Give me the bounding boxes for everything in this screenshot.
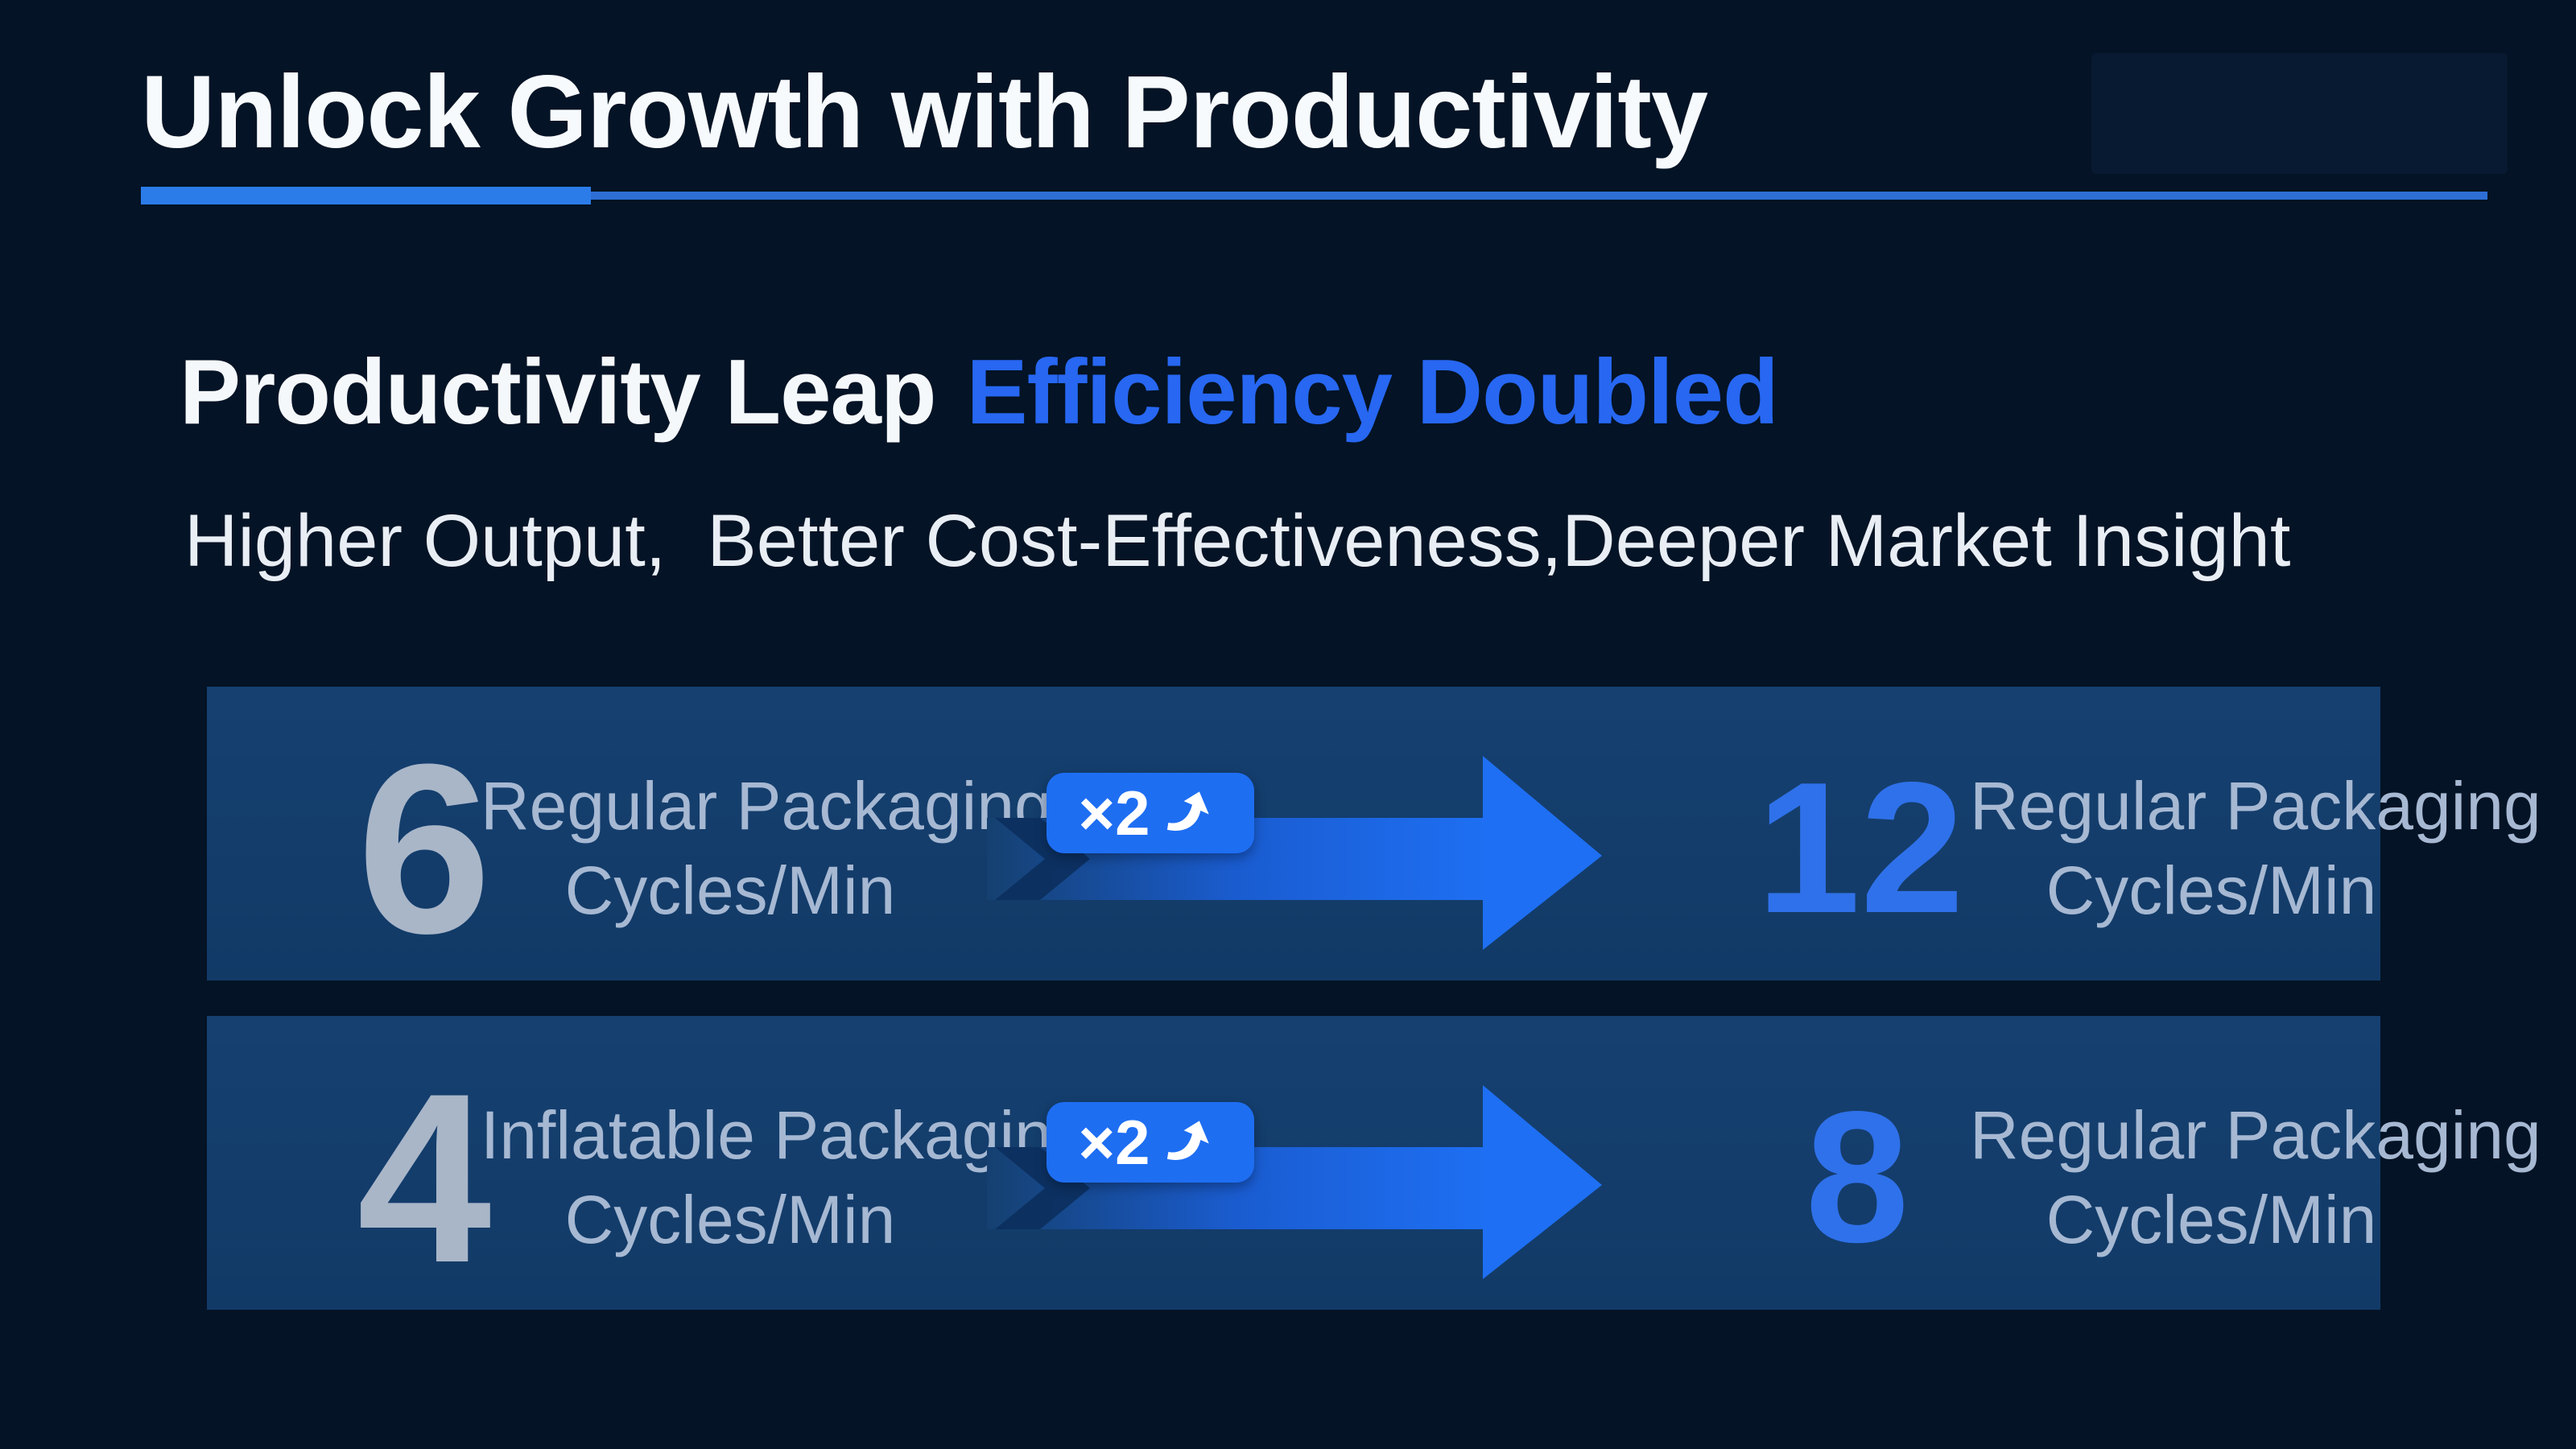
to-label-line2: Cycles/Min — [2046, 1181, 2377, 1257]
section-heading-accent: Efficiency Doubled — [966, 341, 1779, 444]
to-value: 8 — [1805, 1072, 1909, 1282]
curved-up-arrow-icon — [1167, 791, 1210, 831]
to-label-line1: Regular Packaging — [1970, 767, 2541, 844]
title-underline-rule — [591, 192, 2487, 200]
section-heading: Productivity Leap Efficiency Doubled — [180, 341, 1779, 444]
to-label: Regular Packaging Cycles/Min — [1970, 764, 2541, 933]
from-label-line2: Cycles/Min — [564, 1181, 896, 1257]
section-subtitle: Higher Output, Better Cost-Effectiveness… — [184, 500, 2291, 582]
section-heading-main: Productivity Leap — [180, 341, 937, 444]
comparison-row-regular: 6 Regular Packaging Cycles/Min ×2 12 — [207, 687, 2541, 984]
from-label-line1: Regular Packaging — [481, 767, 1052, 844]
multiplier-badge: ×2 — [1046, 773, 1254, 853]
to-label: Regular Packaging Cycles/Min — [1970, 1093, 2541, 1262]
to-label-line1: Regular Packaging — [1970, 1096, 2541, 1173]
from-value: 6 — [357, 712, 492, 984]
title-underline-accent — [141, 187, 591, 204]
multiplier-value: ×2 — [1078, 1107, 1150, 1178]
page-title: Unlock Growth with Productivity — [141, 55, 1708, 170]
from-label-line2: Cycles/Min — [564, 852, 896, 928]
from-label: Inflatable Packaging Cycles/Min — [481, 1093, 1090, 1262]
to-value: 12 — [1757, 743, 1965, 952]
from-value: 4 — [357, 1042, 492, 1313]
from-label-line1: Inflatable Packaging — [481, 1096, 1090, 1173]
curved-up-arrow-icon — [1167, 1121, 1210, 1160]
from-label: Regular Packaging Cycles/Min — [481, 764, 1052, 933]
to-label-line2: Cycles/Min — [2046, 852, 2377, 928]
multiplier-badge: ×2 — [1046, 1102, 1254, 1183]
multiplier-value: ×2 — [1078, 778, 1150, 848]
logo-watermark — [2091, 53, 2508, 174]
comparison-row-inflatable: 4 Inflatable Packaging Cycles/Min ×2 — [207, 1016, 2541, 1313]
